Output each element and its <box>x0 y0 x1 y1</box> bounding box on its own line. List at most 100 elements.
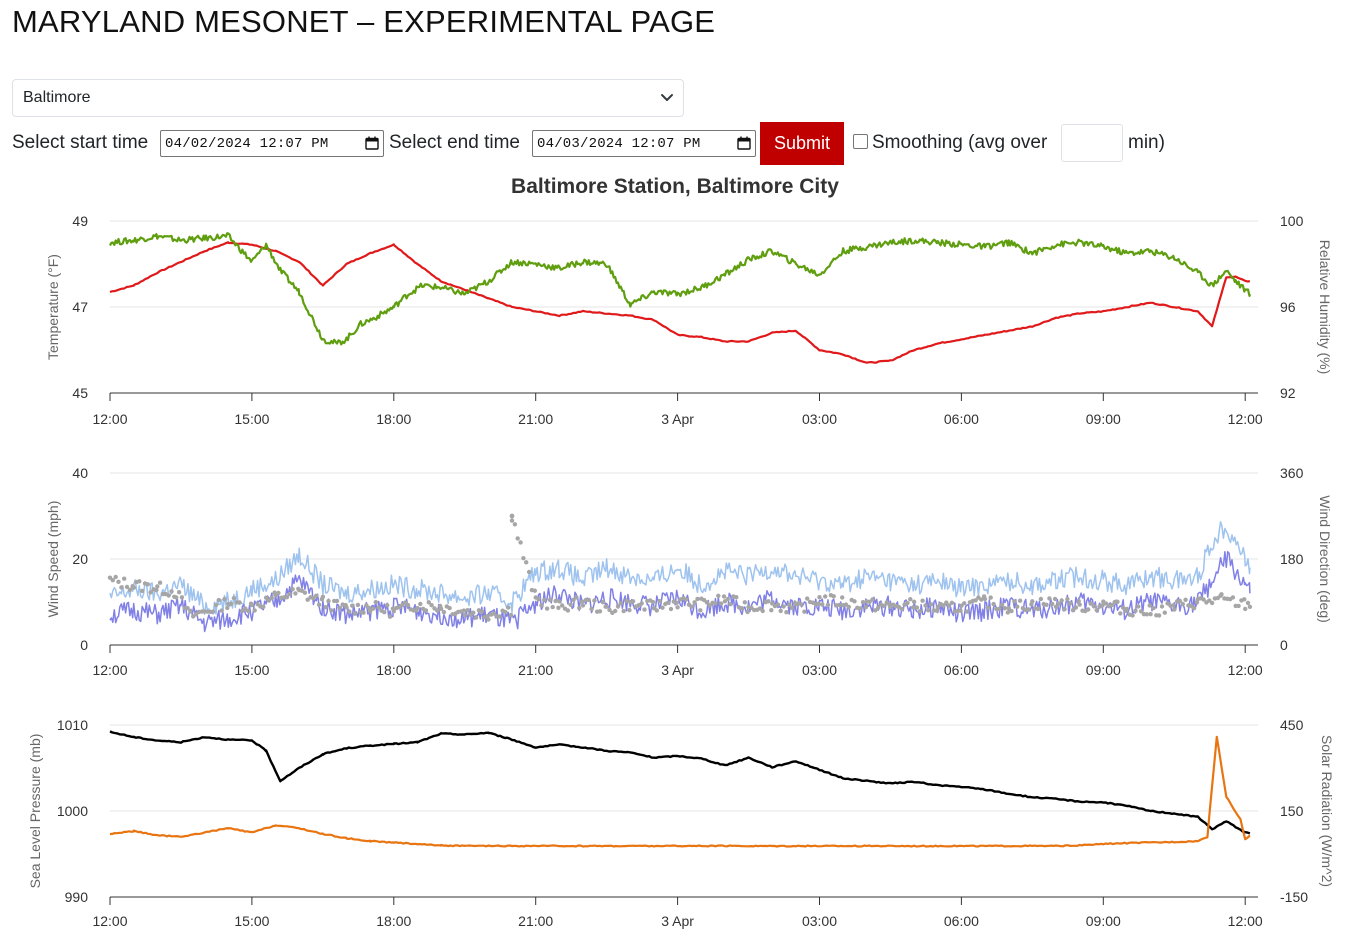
data-point <box>881 603 886 608</box>
x-tick-label: 3 Apr <box>661 662 694 678</box>
data-point <box>314 593 319 598</box>
end-time-label: Select end time <box>389 132 520 153</box>
data-point <box>526 569 532 575</box>
data-point <box>1171 603 1176 608</box>
calendar-icon[interactable] <box>737 136 751 150</box>
data-point <box>367 609 373 614</box>
data-point <box>316 602 322 607</box>
data-point <box>778 608 783 614</box>
data-point <box>122 576 127 581</box>
data-point <box>137 579 142 584</box>
data-point <box>127 587 133 593</box>
x-tick-label: 12:00 <box>1228 913 1263 929</box>
data-point <box>860 600 866 605</box>
data-point <box>1243 606 1248 612</box>
series-line <box>109 735 1251 848</box>
data-point <box>367 605 372 611</box>
y-tick-label: 49 <box>72 213 88 229</box>
series-line <box>109 241 1251 364</box>
data-point <box>979 597 984 602</box>
data-point <box>415 605 420 611</box>
data-point <box>287 591 292 597</box>
data-point <box>1002 606 1008 611</box>
y-tick-label: 990 <box>65 889 89 905</box>
data-point <box>385 603 390 608</box>
data-point <box>905 600 910 606</box>
chevron-down-icon <box>661 94 673 101</box>
data-point <box>592 598 597 603</box>
series-line <box>109 730 1251 835</box>
data-point <box>870 597 875 602</box>
data-point <box>769 608 774 613</box>
y2-tick-label: 96 <box>1280 299 1296 315</box>
data-point <box>964 609 970 614</box>
data-point <box>166 593 171 598</box>
data-point <box>508 612 514 618</box>
data-point <box>539 603 544 608</box>
data-point <box>745 609 750 615</box>
data-point <box>852 599 857 604</box>
data-point <box>1124 606 1130 612</box>
data-point <box>290 587 295 592</box>
data-point <box>621 608 626 614</box>
station-select[interactable]: Baltimore <box>12 79 684 117</box>
data-point <box>542 597 547 603</box>
data-point <box>766 599 771 604</box>
data-point <box>665 600 671 605</box>
data-point <box>928 602 934 607</box>
data-point <box>607 607 612 613</box>
data-point <box>1201 597 1206 602</box>
data-point <box>1009 608 1014 614</box>
smoothing-checkbox[interactable] <box>853 134 868 149</box>
data-point <box>615 604 621 609</box>
data-point <box>876 605 881 610</box>
data-point <box>471 610 476 615</box>
data-point <box>263 595 269 600</box>
data-point <box>169 589 174 594</box>
smoothing-minutes-input[interactable] <box>1061 124 1123 162</box>
x-tick-label: 12:00 <box>1228 411 1263 427</box>
calendar-icon[interactable] <box>365 136 379 150</box>
x-tick-label: 09:00 <box>1086 662 1121 678</box>
data-point <box>222 596 227 602</box>
data-point <box>225 605 230 611</box>
data-point <box>1035 606 1041 612</box>
data-point <box>923 603 928 608</box>
smoothing-label: Smoothing (avg over <box>872 132 1048 153</box>
data-point <box>1091 603 1097 609</box>
data-point <box>148 590 153 595</box>
data-point <box>695 596 700 602</box>
data-point <box>441 609 447 615</box>
x-tick-label: 09:00 <box>1086 411 1121 427</box>
data-point <box>1183 597 1188 602</box>
data-point <box>1076 598 1081 604</box>
start-time-input[interactable]: 04/02/2024 12:07 PM <box>160 130 384 157</box>
x-tick-label: 06:00 <box>944 662 979 678</box>
data-point <box>1130 613 1135 618</box>
x-tick-label: 21:00 <box>518 662 553 678</box>
x-tick-label: 18:00 <box>376 662 411 678</box>
data-point <box>668 606 674 612</box>
data-point <box>1177 598 1183 604</box>
x-tick-label: 18:00 <box>376 913 411 929</box>
data-point <box>914 605 920 610</box>
data-point <box>302 590 308 595</box>
submit-button[interactable]: Submit <box>760 122 844 165</box>
data-point <box>145 582 150 587</box>
data-point <box>985 605 991 610</box>
data-point <box>1247 604 1253 609</box>
data-point <box>846 604 851 610</box>
data-point <box>252 608 257 613</box>
data-point <box>276 590 281 596</box>
x-tick-label: 3 Apr <box>661 411 694 427</box>
data-point <box>1136 604 1141 609</box>
data-point <box>858 606 863 611</box>
data-point <box>911 599 917 604</box>
data-point <box>742 600 747 605</box>
data-point <box>784 610 789 615</box>
data-point <box>465 608 470 613</box>
data-point <box>926 608 931 613</box>
data-point <box>462 613 467 618</box>
data-point <box>560 603 565 608</box>
end-time-input[interactable]: 04/03/2024 12:07 PM <box>532 130 756 157</box>
